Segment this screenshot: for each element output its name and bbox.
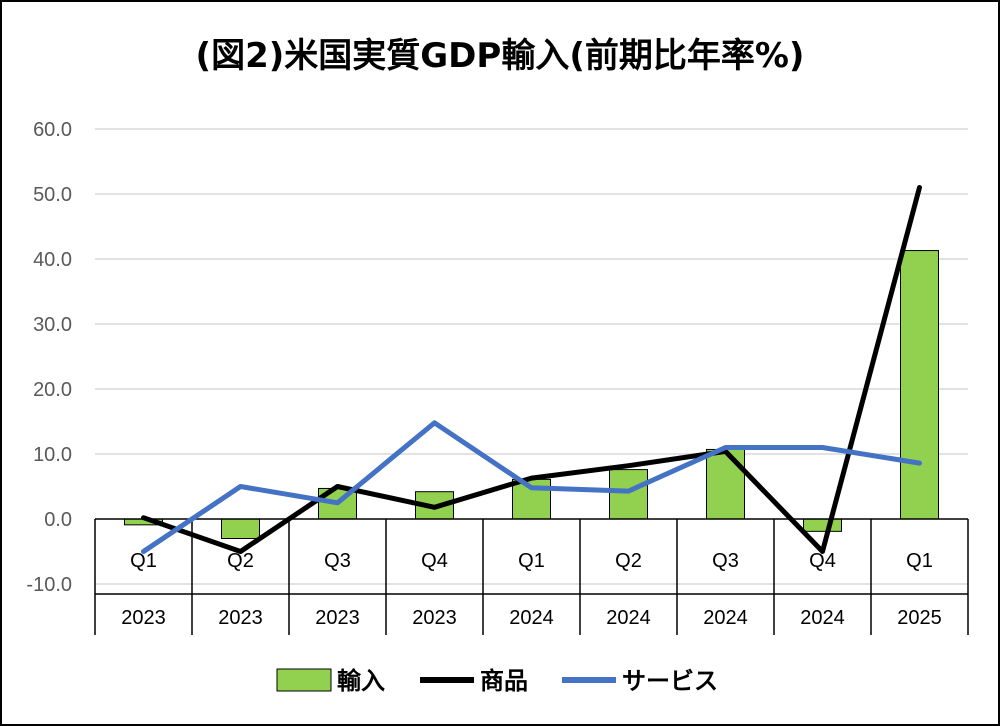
quarter-label: Q2 bbox=[227, 550, 254, 572]
y-tick-label: 20.0 bbox=[33, 379, 72, 401]
quarter-label: Q1 bbox=[906, 550, 933, 572]
y-axis-ticks: -10.0 0.0 10.0 20.0 30.0 40.0 50.0 60.0 bbox=[26, 119, 72, 596]
legend: 輸入 商品 サービス bbox=[276, 667, 718, 695]
year-label: 2024 bbox=[509, 607, 554, 629]
series-line bbox=[141, 420, 922, 554]
year-label: 2024 bbox=[606, 607, 651, 629]
legend-label: 輸入 bbox=[337, 667, 385, 695]
gridlines bbox=[95, 128, 968, 585]
y-tick-label: 30.0 bbox=[33, 314, 72, 336]
y-tick-label: -10.0 bbox=[26, 574, 72, 596]
year-label: 2023 bbox=[218, 607, 263, 629]
year-label: 2024 bbox=[800, 607, 845, 629]
quarter-label: Q4 bbox=[809, 550, 836, 572]
chart-title: (図2)米国実質GDP輸入(前期比年率%) bbox=[195, 36, 805, 76]
y-tick-label: 0.0 bbox=[44, 509, 72, 531]
y-tick-label: 40.0 bbox=[33, 249, 72, 271]
year-label: 2023 bbox=[412, 607, 457, 629]
series-line bbox=[141, 185, 922, 554]
year-label: 2025 bbox=[897, 607, 942, 629]
legend-label: 商品 bbox=[480, 667, 528, 695]
bar bbox=[803, 518, 842, 532]
quarter-label: Q2 bbox=[615, 550, 642, 572]
quarter-label: Q3 bbox=[324, 550, 351, 572]
quarter-label: Q4 bbox=[421, 550, 448, 572]
category-table: Q1 Q2 Q3 Q4 Q1 Q2 Q3 Q4 Q1 2023 2023 2023 2023 2024 20… bbox=[94, 518, 969, 635]
bar-series bbox=[124, 250, 939, 539]
quarter-label: Q1 bbox=[130, 550, 157, 572]
year-label: 2023 bbox=[315, 607, 360, 629]
quarter-label: Q3 bbox=[712, 550, 739, 572]
year-label: 2023 bbox=[121, 607, 166, 629]
bar bbox=[609, 469, 648, 520]
y-tick-label: 60.0 bbox=[33, 119, 72, 141]
legend-label: サービス bbox=[622, 667, 718, 695]
quarter-label: Q1 bbox=[518, 550, 545, 572]
year-label: 2024 bbox=[703, 607, 748, 629]
y-tick-label: 10.0 bbox=[33, 444, 72, 466]
legend-swatch bbox=[276, 668, 332, 692]
line-series bbox=[141, 185, 922, 554]
y-tick-label: 50.0 bbox=[33, 184, 72, 206]
bar bbox=[706, 448, 745, 520]
bar bbox=[221, 518, 260, 539]
bar bbox=[900, 250, 939, 520]
